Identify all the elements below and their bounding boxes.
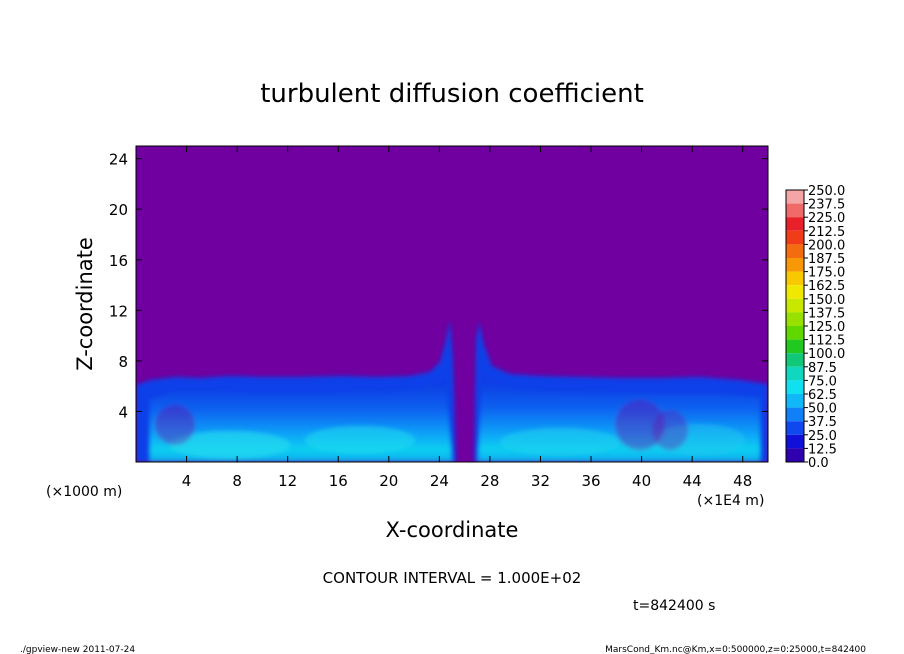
- colorbar-label: 150.0: [808, 293, 845, 308]
- colorbar-swatch: [786, 217, 804, 231]
- y-unit-label: (×1000 m): [46, 484, 122, 500]
- colorbar-swatch: [786, 190, 804, 204]
- time-text: t=842400 s: [633, 598, 715, 614]
- colorbar-label: 12.5: [808, 442, 837, 457]
- chart-title: turbulent diffusion coefficient: [260, 79, 644, 109]
- x-tick-label: 12: [278, 472, 297, 490]
- y-tick-label: 20: [109, 201, 128, 219]
- colorbar-label: 137.5: [808, 306, 845, 321]
- footer-left: ./gpview-new 2011-07-24: [20, 645, 135, 654]
- plot-frame: [135, 145, 769, 463]
- colorbar-label: 87.5: [808, 361, 837, 376]
- y-tick-label: 24: [109, 151, 128, 169]
- x-tick-label: 48: [733, 472, 752, 490]
- colorbar-label: 62.5: [808, 388, 837, 403]
- colorbar-label: 25.0: [808, 429, 837, 444]
- field-fill: [136, 320, 768, 462]
- x-tick-label: 40: [632, 472, 651, 490]
- y-axis-label: Z-coordinate: [73, 237, 97, 371]
- y-tick-label: 8: [118, 353, 128, 371]
- colorbar-label: 237.5: [808, 198, 845, 213]
- x-tick-label: 44: [683, 472, 702, 490]
- colorbar-label: 50.0: [808, 402, 837, 417]
- colorbar-swatch: [786, 366, 804, 381]
- footer-right: MarsCond_Km.nc@Km,x=0:500000,z=0:25000,t…: [605, 645, 866, 654]
- colorbar-label: 175.0: [808, 266, 845, 281]
- colorbar-label: 75.0: [808, 374, 837, 389]
- colorbar-swatch: [786, 394, 804, 408]
- colorbar-swatch: [786, 203, 804, 218]
- x-tick-label: 32: [531, 472, 550, 490]
- colorbar-label: 37.5: [808, 415, 837, 430]
- x-tick-label: 4: [182, 472, 192, 490]
- colorbar-label: 187.5: [808, 252, 845, 267]
- colorbar-swatch: [786, 353, 804, 367]
- y-tick-label: 16: [109, 252, 128, 270]
- colorbar-swatch: [786, 258, 804, 272]
- colorbar-label: 200.0: [808, 238, 845, 253]
- colorbar-label: 125.0: [808, 320, 845, 335]
- x-tick-label: 8: [232, 472, 242, 490]
- colorbar-label: 212.5: [808, 225, 845, 240]
- x-unit-label: (×1E4 m): [697, 493, 764, 509]
- colorbar-label: 100.0: [808, 347, 845, 362]
- colorbar-swatch: [786, 421, 804, 435]
- x-tick-label: 16: [329, 472, 348, 490]
- x-axis-label: X-coordinate: [386, 518, 519, 542]
- x-tick-label: 28: [480, 472, 499, 490]
- colorbar-label: 0.0: [808, 456, 829, 471]
- colorbar-label: 112.5: [808, 334, 845, 349]
- colorbar-swatch: [786, 244, 804, 258]
- colorbar-swatch: [786, 271, 804, 286]
- colorbar-swatch: [786, 285, 804, 299]
- colorbar-swatch: [786, 434, 804, 449]
- x-tick-label: 20: [379, 472, 398, 490]
- y-ticks: 4 8 12 16 20 24: [109, 151, 768, 421]
- colorbar-swatch: [786, 339, 804, 354]
- colorbar-swatch: [786, 298, 804, 313]
- colorbar-swatch: [786, 312, 804, 326]
- y-tick-label: 12: [109, 302, 128, 320]
- colorbar-label: 225.0: [808, 211, 845, 226]
- colorbar: 250.0237.5225.0212.5200.0187.5175.0162.5…: [785, 184, 845, 471]
- colorbar-swatch: [786, 448, 804, 462]
- plot-area: [136, 146, 768, 462]
- colorbar-swatch: [786, 326, 804, 340]
- colorbar-label: 162.5: [808, 279, 845, 294]
- x-tick-label: 24: [430, 472, 449, 490]
- colorbar-swatch: [786, 407, 804, 422]
- x-ticks: 4 8 12 16 20 24 28 32 36 40 44 48: [182, 146, 752, 490]
- colorbar-label: 250.0: [808, 184, 845, 199]
- x-tick-label: 36: [581, 472, 600, 490]
- central-gap: [462, 400, 468, 462]
- colorbar-swatch: [786, 230, 804, 245]
- contour-interval-text: CONTOUR INTERVAL = 1.000E+02: [323, 569, 582, 587]
- y-tick-label: 4: [118, 403, 128, 421]
- colorbar-swatch: [786, 380, 804, 394]
